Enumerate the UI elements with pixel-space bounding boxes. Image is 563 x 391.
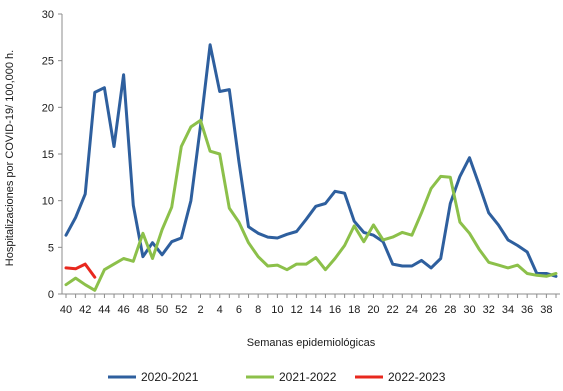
x-tick-label: 46 — [118, 304, 130, 316]
y-ticks: 0 5 10 15 20 25 30 — [42, 9, 62, 301]
x-tick-label: 10 — [271, 304, 283, 316]
series-lines — [64, 43, 558, 292]
x-tick-label: 8 — [255, 304, 261, 316]
x-tick-label: 24 — [406, 304, 418, 316]
x-tick-label: 44 — [98, 304, 110, 316]
x-tick-label: 4 — [217, 304, 223, 316]
x-tick-label: 14 — [310, 304, 322, 316]
y-tick-label: 20 — [42, 102, 54, 114]
y-tick-label: 25 — [42, 56, 54, 68]
x-tick-label: 18 — [348, 304, 360, 316]
x-tick-label: 36 — [521, 304, 533, 316]
x-ticks: 40 42 44 46 48 50 52 2 4 6 8 10 12 14 16 18 20 22 24 26 28 30… — [60, 294, 557, 316]
series-line-2021-2022 — [64, 118, 558, 292]
x-tick-label: 34 — [502, 304, 514, 316]
x-tick-label: 30 — [463, 304, 475, 316]
x-tick-label: 48 — [137, 304, 149, 316]
x-axis-title: Semanas epidemiológicas — [247, 337, 376, 349]
y-tick-label: 15 — [42, 149, 54, 161]
y-axis-title: Hospitalizaciones por COVID-19/ 100,000 … — [4, 50, 16, 266]
legend-label: 2022-2023 — [388, 370, 446, 384]
x-tick-label: 32 — [483, 304, 495, 316]
legend: 2020-2021 2021-2022 2022-2023 — [108, 370, 446, 384]
x-tick-label: 12 — [290, 304, 302, 316]
x-tick-label: 40 — [60, 304, 72, 316]
x-tick-label: 38 — [540, 304, 552, 316]
x-tick-label: 42 — [79, 304, 91, 316]
x-tick-label: 28 — [444, 304, 456, 316]
y-tick-label: 5 — [48, 242, 54, 254]
series-line-2022-2023 — [64, 262, 97, 279]
legend-label: 2020-2021 — [141, 370, 199, 384]
y-tick-label: 0 — [48, 289, 54, 301]
y-tick-label: 30 — [42, 9, 54, 21]
x-tick-label: 6 — [236, 304, 242, 316]
y-tick-label: 10 — [42, 196, 54, 208]
x-tick-label: 2 — [197, 304, 203, 316]
x-tick-label: 20 — [367, 304, 379, 316]
x-tick-label: 22 — [387, 304, 399, 316]
x-tick-label: 52 — [175, 304, 187, 316]
legend-label: 2021-2022 — [279, 370, 337, 384]
x-tick-label: 50 — [156, 304, 168, 316]
x-tick-label: 16 — [329, 304, 341, 316]
x-tick-label: 26 — [425, 304, 437, 316]
